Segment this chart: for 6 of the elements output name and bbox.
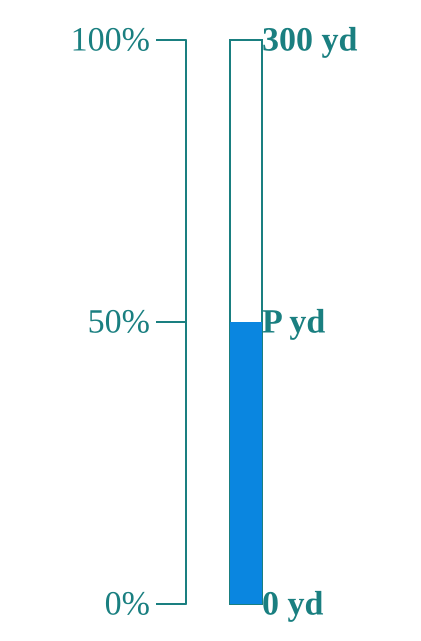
y-tick-label: 50% <box>88 304 150 340</box>
y2-tick-label: 0 yd <box>262 586 324 622</box>
y-tick-label: 100% <box>70 22 150 58</box>
y2-tick-label: 300 yd <box>262 22 358 58</box>
y2-tick-label: P yd <box>262 304 326 340</box>
y-tick-label: 0% <box>104 586 150 622</box>
